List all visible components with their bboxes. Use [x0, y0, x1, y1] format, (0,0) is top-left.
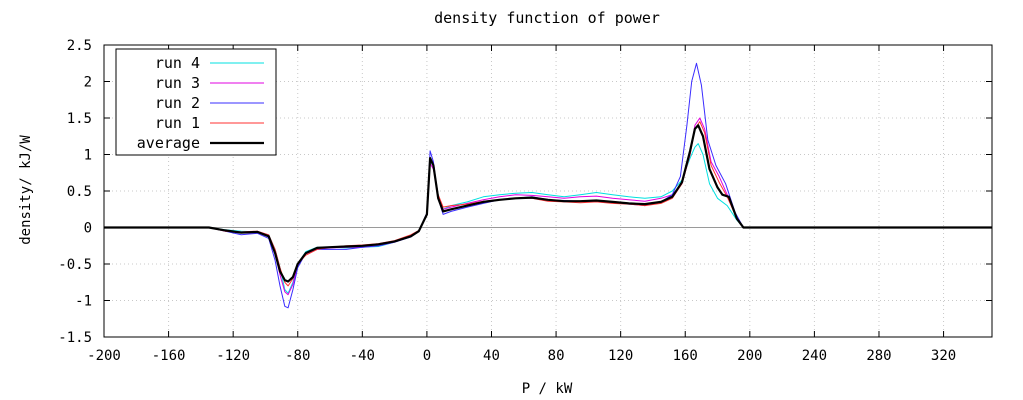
- x-tick-label: 160: [673, 348, 698, 364]
- legend-label: run 3: [155, 74, 200, 92]
- series-line-run-2: [104, 62, 992, 309]
- x-tick-labels: -200 -160 -120 -80 -40 0 40 80 120 160 200 240 280 32…: [87, 45, 956, 364]
- x-tick-label: 80: [548, 348, 565, 364]
- legend-label: run 4: [155, 54, 200, 72]
- y-tick-label: 0: [84, 221, 92, 237]
- x-tick-label: 280: [866, 348, 891, 364]
- legend-label: run 2: [155, 94, 200, 112]
- series-group: [104, 62, 992, 309]
- y-tick-label: -0.5: [58, 257, 92, 273]
- y-tick-label: 1.5: [67, 111, 92, 127]
- series-line-average: [104, 124, 992, 283]
- x-tick-label: 240: [802, 348, 827, 364]
- y-axis-label: density/ kJ/W: [18, 135, 34, 245]
- y-tick-label: 1: [84, 148, 92, 164]
- y-tick-label: -1.5: [58, 330, 92, 346]
- x-tick-label: 0: [423, 348, 431, 364]
- x-tick-label: -160: [152, 348, 186, 364]
- legend-label: run 1: [155, 114, 200, 132]
- y-tick-label: 2.5: [67, 38, 92, 54]
- chart-title: density function of power: [434, 9, 660, 27]
- x-tick-label: 320: [931, 348, 956, 364]
- series-line-run-4: [104, 143, 992, 294]
- y-tick-label: 0.5: [67, 184, 92, 200]
- x-tick-label: 200: [737, 348, 762, 364]
- x-tick-label: -40: [350, 348, 375, 364]
- x-axis-label: P / kW: [522, 381, 573, 397]
- x-tick-label: -200: [87, 348, 121, 364]
- x-tick-label: 120: [608, 348, 633, 364]
- y-tick-label: -1: [75, 294, 92, 310]
- legend-label: average: [137, 134, 200, 152]
- legend: run 4 run 3 run 2 run 1 average: [115, 48, 277, 156]
- y-tick-label: 2: [84, 75, 92, 91]
- x-tick-label: -80: [285, 348, 310, 364]
- legend-box: [115, 48, 277, 156]
- x-tick-label: 40: [483, 348, 500, 364]
- x-tick-label: -120: [216, 348, 250, 364]
- y-tick-labels: -1.5 -1 -0.5 0 0.5 1 1.5 2 2.5: [58, 38, 992, 346]
